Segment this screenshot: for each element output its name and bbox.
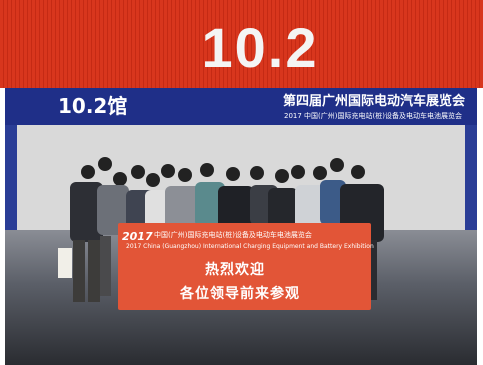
banner-title-en: 2017 China (Guangzhou) International Cha… (126, 243, 374, 250)
hall-sign-label: 10.2馆 (58, 94, 128, 118)
banner-visit-line: 各位领导前来参观 (180, 286, 300, 302)
hall-sign-subtitle: 2017 中国(广州)国际充电站(桩)设备及电动车电池展览会 (284, 112, 462, 120)
banner-title-cn: 中国(广州)国际充电站(桩)设备及电动车电池展览会 (154, 231, 312, 239)
pillar-left (5, 125, 17, 235)
red-slatted-wall (0, 0, 483, 88)
welcome-banner (118, 223, 371, 310)
banner-welcome-line: 热烈欢迎 (205, 262, 265, 278)
hall-number: 10.2 (201, 16, 319, 79)
hall-sign-board (5, 88, 477, 125)
hall-sign-title: 第四届广州国际电动汽车展览会 (283, 94, 466, 109)
banner-year: 2017 (122, 230, 153, 243)
pillar-right (465, 125, 477, 235)
